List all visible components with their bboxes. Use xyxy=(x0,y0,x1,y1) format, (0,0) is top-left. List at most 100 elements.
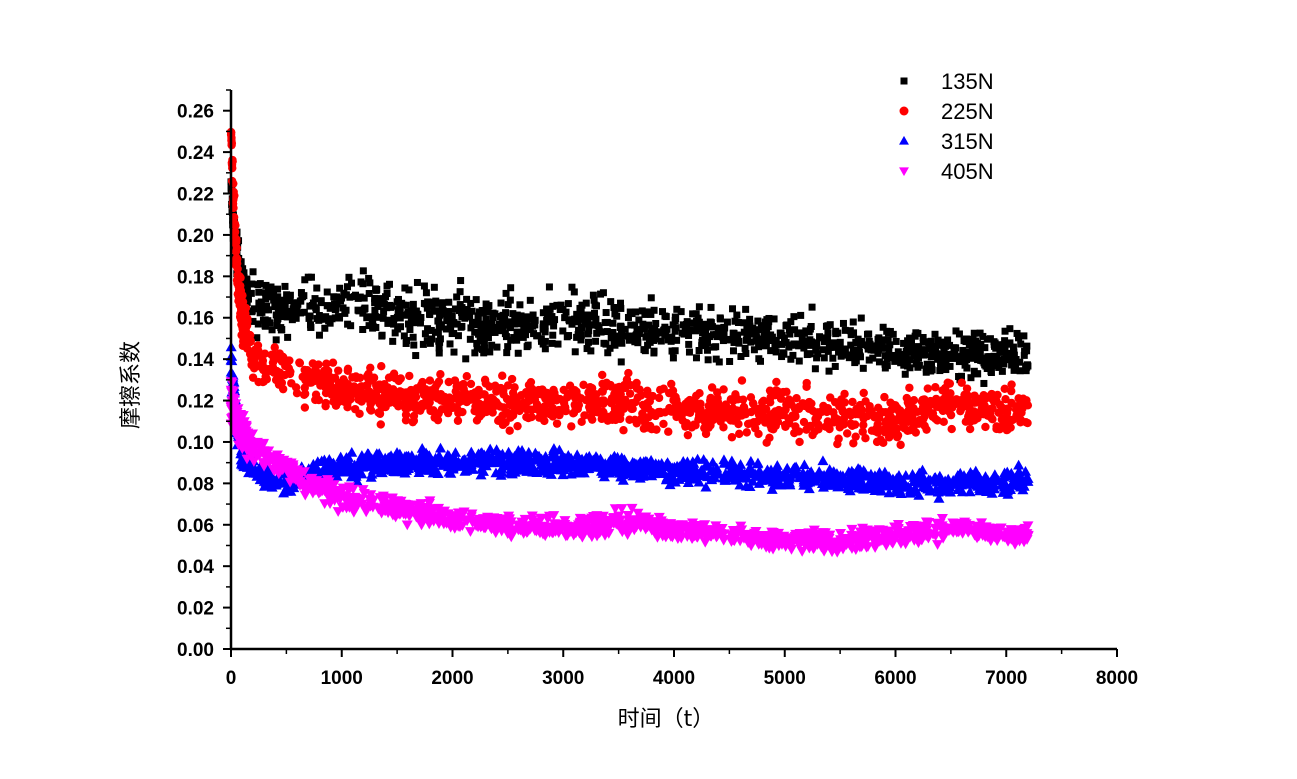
data-point-135N xyxy=(990,340,998,348)
data-point-135N xyxy=(444,316,452,324)
data-point-135N xyxy=(869,354,877,362)
data-point-225N xyxy=(267,350,276,360)
data-point-315N xyxy=(370,449,382,460)
data-point-225N xyxy=(878,425,888,435)
data-point-135N xyxy=(1021,347,1029,355)
data-point-135N xyxy=(385,316,393,324)
data-point-135N xyxy=(254,320,262,328)
data-point-135N xyxy=(248,307,256,315)
data-point-135N xyxy=(435,321,443,329)
data-point-405N xyxy=(1022,521,1034,532)
data-point-135N xyxy=(277,326,285,334)
data-point-225N xyxy=(512,393,522,402)
data-point-315N xyxy=(957,475,969,486)
data-point-225N xyxy=(872,437,882,447)
data-point-135N xyxy=(256,280,264,288)
data-point-135N xyxy=(577,314,585,322)
data-point-225N xyxy=(861,434,870,443)
data-point-225N xyxy=(483,396,493,405)
data-point-135N xyxy=(662,313,670,321)
data-point-315N xyxy=(824,464,836,474)
data-point-135N xyxy=(419,340,427,348)
data-point-405N xyxy=(466,509,478,520)
data-point-225N xyxy=(719,385,728,394)
data-point-135N xyxy=(886,341,894,349)
data-point-135N xyxy=(917,349,925,357)
data-point-315N xyxy=(882,474,894,484)
data-point-225N xyxy=(480,375,490,384)
data-point-225N xyxy=(624,368,633,378)
data-point-315N xyxy=(470,457,482,468)
data-point-225N xyxy=(846,411,856,420)
data-point-135N xyxy=(981,344,989,352)
data-point-225N xyxy=(376,420,385,429)
data-point-135N xyxy=(811,365,819,373)
data-point-225N xyxy=(573,392,583,401)
data-point-225N xyxy=(904,417,913,426)
data-point-135N xyxy=(607,334,615,342)
data-point-135N xyxy=(995,363,1003,371)
data-point-405N xyxy=(869,543,881,553)
data-point-135N xyxy=(787,318,795,326)
data-point-315N xyxy=(575,457,587,467)
data-point-405N xyxy=(785,544,797,555)
data-point-135N xyxy=(689,310,697,318)
data-point-135N xyxy=(451,305,459,313)
data-point-315N xyxy=(363,460,375,471)
data-point-135N xyxy=(806,336,814,344)
data-point-135N xyxy=(276,301,284,309)
data-point-225N xyxy=(764,418,774,427)
data-point-135N xyxy=(650,349,658,357)
data-point-315N xyxy=(465,446,477,457)
data-point-135N xyxy=(432,297,440,305)
data-point-135N xyxy=(530,330,538,338)
data-point-225N xyxy=(808,430,817,440)
data-point-315N xyxy=(463,461,475,471)
data-point-225N xyxy=(485,382,494,391)
data-point-225N xyxy=(758,398,767,407)
data-point-225N xyxy=(919,414,928,424)
data-point-135N xyxy=(653,329,661,337)
data-point-225N xyxy=(900,409,909,418)
data-point-225N xyxy=(324,379,333,389)
data-point-135N xyxy=(937,359,945,367)
data-point-135N xyxy=(932,345,940,353)
data-point-135N xyxy=(817,334,825,342)
data-point-135N xyxy=(450,348,458,356)
data-point-135N xyxy=(284,333,292,341)
data-point-135N xyxy=(478,336,486,344)
data-point-135N xyxy=(616,323,624,331)
data-point-135N xyxy=(336,284,344,292)
data-point-135N xyxy=(613,312,621,320)
data-point-135N xyxy=(380,300,388,308)
data-point-135N xyxy=(396,308,404,316)
data-point-225N xyxy=(586,383,595,393)
data-point-135N xyxy=(963,364,971,372)
data-point-135N xyxy=(428,335,436,343)
data-point-225N xyxy=(981,422,990,432)
data-point-315N xyxy=(427,463,439,474)
data-point-225N xyxy=(549,385,558,395)
data-point-225N xyxy=(542,388,552,398)
data-point-135N xyxy=(471,349,479,357)
data-point-135N xyxy=(778,331,786,339)
data-point-135N xyxy=(497,325,505,333)
data-point-135N xyxy=(982,362,990,370)
data-point-135N xyxy=(1016,367,1024,375)
data-point-135N xyxy=(631,321,639,329)
data-point-135N xyxy=(274,285,282,293)
data-point-225N xyxy=(565,381,575,390)
data-point-135N xyxy=(927,367,935,375)
data-point-135N xyxy=(754,317,762,325)
data-point-225N xyxy=(374,408,383,417)
data-point-315N xyxy=(511,463,523,474)
data-point-135N xyxy=(755,355,763,363)
data-point-225N xyxy=(505,426,514,435)
data-point-135N xyxy=(1022,367,1030,375)
data-point-135N xyxy=(942,342,950,350)
data-point-135N xyxy=(673,305,681,313)
data-point-225N xyxy=(859,388,868,398)
data-point-135N xyxy=(731,317,739,325)
data-point-135N xyxy=(1010,351,1018,359)
data-point-135N xyxy=(439,307,447,315)
